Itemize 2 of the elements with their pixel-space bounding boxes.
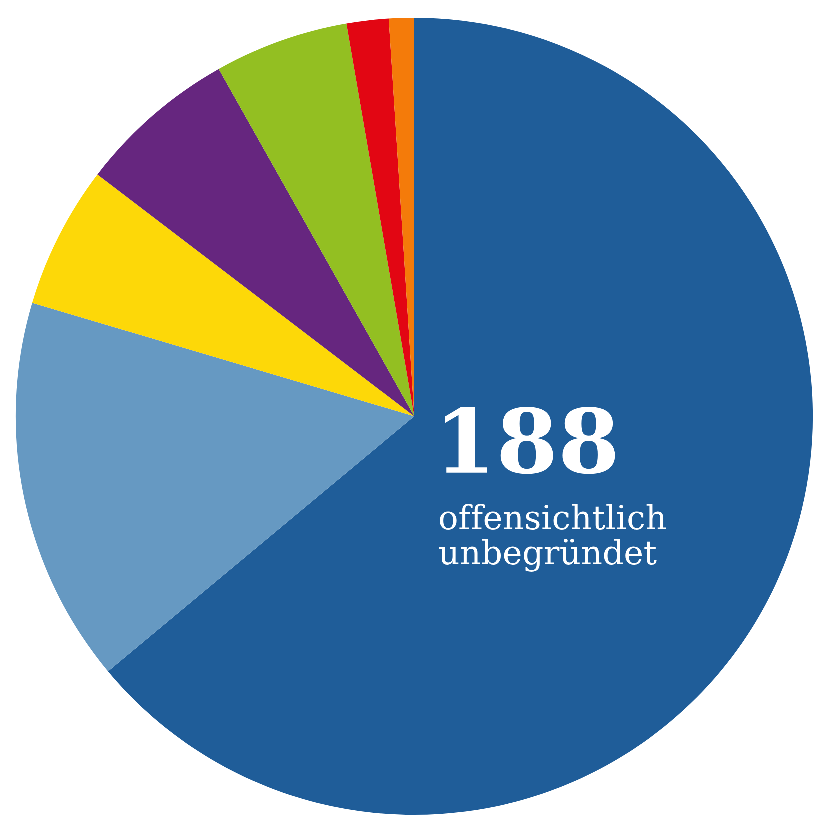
data-label: 188 — [445, 406, 616, 474]
slice-label: offensichtlich unbegründet — [439, 504, 666, 572]
